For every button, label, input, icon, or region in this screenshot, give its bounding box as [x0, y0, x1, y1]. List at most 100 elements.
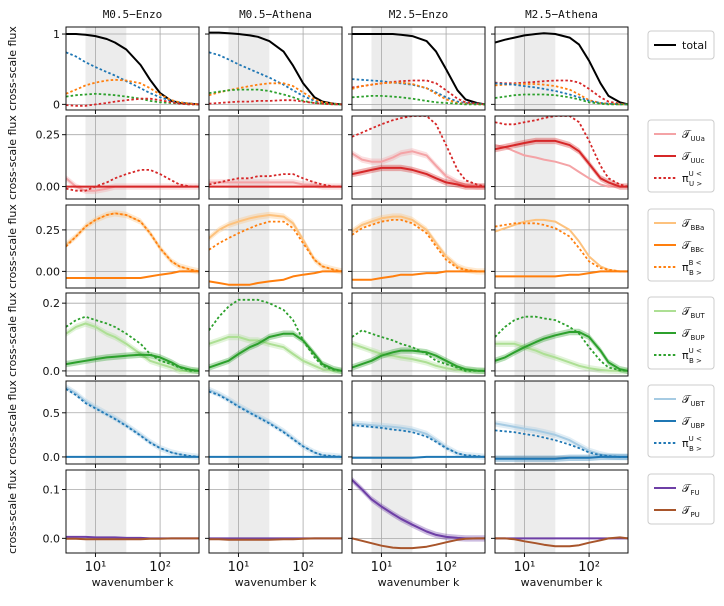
series-line-dashed [209, 220, 342, 273]
legend-label-sub: U > [689, 180, 702, 188]
series-band [66, 384, 199, 461]
series-line [352, 215, 485, 273]
series-line [352, 270, 485, 281]
panel-frame [494, 469, 629, 554]
series-line [66, 322, 199, 372]
series-line-dashed [66, 212, 199, 273]
x-tick-label-base: 10¹ [514, 560, 536, 575]
legend-box [647, 30, 715, 60]
shaded-range [85, 116, 127, 199]
panel-frame [208, 204, 343, 289]
series-line [352, 349, 485, 372]
x-tick-label-base: 10¹ [85, 560, 107, 575]
legend-label-sub: FU [690, 489, 699, 497]
column-title: M2.5−Enzo [389, 8, 449, 21]
legend-label-main: 𝒯 [682, 393, 692, 406]
legend-label: πB < B > [682, 259, 702, 277]
legend-label-sup: U < [689, 435, 702, 443]
y-tick-label: 0.0 [43, 532, 61, 545]
panel-frame [65, 115, 200, 200]
y-tick-label: 0.2 [43, 297, 61, 310]
panel-frame [494, 26, 629, 111]
legend-label: 𝒯FU [682, 482, 700, 497]
legend-label-main: π [682, 437, 689, 450]
series-line-dashed [66, 78, 199, 106]
series-line-dashed [352, 116, 485, 188]
panel-frame [351, 26, 486, 111]
panel-frame [494, 292, 629, 377]
series-line [209, 332, 342, 372]
series-band [352, 213, 485, 275]
shaded-range [85, 470, 127, 553]
series-line [495, 342, 628, 372]
panel [209, 381, 342, 464]
column-title: M0.5−Enzo [103, 8, 163, 21]
series-line [66, 386, 199, 458]
series-line-dashed [352, 79, 485, 106]
shaded-range [228, 116, 270, 199]
y-axis-label: cross-scale flux [6, 292, 19, 377]
panel-frame [65, 204, 200, 289]
legend-label-sub: B > [689, 269, 702, 277]
legend-label-sub: BBa [690, 224, 704, 232]
series-line [352, 33, 485, 106]
y-tick-label: 0.00 [36, 265, 61, 278]
panel [66, 470, 199, 553]
legend-label-main: π [682, 172, 689, 185]
panel [209, 27, 342, 110]
series-line-dashed [495, 93, 628, 106]
legend-label-main: 𝒯 [682, 482, 692, 495]
shaded-range [371, 27, 413, 110]
legend-label-sub: BUP [690, 334, 704, 342]
series-band [209, 330, 342, 375]
panel-frame [351, 115, 486, 200]
panel-frame [208, 380, 343, 465]
panel [495, 381, 628, 464]
series-line [495, 422, 628, 458]
panel-frame [351, 204, 486, 289]
panel [495, 205, 628, 288]
panel [352, 205, 485, 288]
panel [495, 116, 628, 199]
series-line [66, 537, 199, 541]
legend-label: πU < U > [682, 170, 702, 188]
series-line [209, 336, 342, 372]
column-title: M2.5−Athena [525, 8, 598, 21]
legend-label: 𝒯BBa [682, 217, 704, 232]
shaded-range [371, 381, 413, 464]
series-line-dashed [66, 97, 199, 107]
y-tick-label: 0.1 [43, 484, 61, 497]
x-tick-label-base: 10² [292, 560, 314, 575]
shaded-range [85, 293, 127, 376]
panel-frame [65, 292, 200, 377]
series-line-dashed [495, 116, 628, 188]
series-line [495, 536, 628, 548]
column-title: M0.5−Athena [239, 8, 312, 21]
shaded-range [514, 27, 556, 110]
series-line-dashed [495, 315, 628, 372]
y-tick-label: 0.25 [36, 224, 61, 237]
legend-label-sub: UBP [690, 422, 704, 430]
legend-label: 𝒯BUT [682, 305, 705, 320]
panel [66, 205, 199, 288]
legend-label-sub: UBT [690, 400, 705, 408]
x-tick-label: 10¹ [228, 560, 250, 575]
y-tick-label: 0.0 [43, 451, 61, 464]
legend-label: 𝒯UBP [682, 415, 705, 430]
panel [209, 205, 342, 288]
series-line-dashed [352, 329, 485, 372]
x-tick-label: 10² [435, 560, 457, 575]
series-line [495, 331, 628, 372]
series-line [209, 537, 342, 541]
panel [66, 116, 199, 199]
series-line [352, 150, 485, 188]
panel-frame [208, 115, 343, 200]
series-band [352, 340, 485, 375]
y-tick-label: 0 [53, 98, 60, 111]
x-tick-label: 10² [578, 560, 600, 575]
x-tick-label: 10¹ [85, 560, 107, 575]
panel [209, 116, 342, 199]
panel [209, 470, 342, 553]
legend-label-main: 𝒯 [682, 239, 692, 252]
